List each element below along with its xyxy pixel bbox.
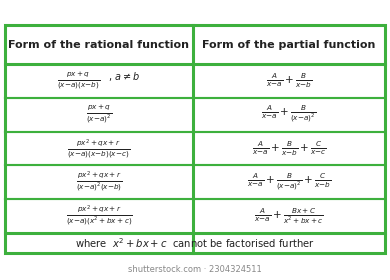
Text: $\frac{px + q}{(x\mathrm{-}a)^2}$: $\frac{px + q}{(x\mathrm{-}a)^2}$ [86,104,112,126]
Text: $ , \, a \neq b$: $ , \, a \neq b$ [108,70,141,83]
Text: Form of the rational function: Form of the rational function [9,39,190,50]
Text: $\frac{px + q}{(x\mathrm{-}a)(x\mathrm{-}b)}$: $\frac{px + q}{(x\mathrm{-}a)(x\mathrm{-… [57,71,100,91]
Text: where  $x^2 + bx + c$  cannot be factorised further: where $x^2 + bx + c$ cannot be factorise… [75,236,315,250]
Text: $\frac{A}{x\mathrm{-}a} + \frac{B}{(x\mathrm{-}a)^2} + \frac{C}{x\mathrm{-}b}$: $\frac{A}{x\mathrm{-}a} + \frac{B}{(x\ma… [247,172,331,193]
Text: shutterstock.com · 2304324511: shutterstock.com · 2304324511 [128,265,262,274]
Text: $\frac{A}{x\mathrm{-}a} + \frac{Bx + C}{x^2 + bx + c}$: $\frac{A}{x\mathrm{-}a} + \frac{Bx + C}{… [254,206,324,226]
Text: $\frac{A}{x\mathrm{-}a} + \frac{B}{(x\mathrm{-}a)^2}$: $\frac{A}{x\mathrm{-}a} + \frac{B}{(x\ma… [261,104,317,125]
Text: $\frac{px^2 + qx + r}{(x\mathrm{-}a)^2(x\mathrm{-}b)}$: $\frac{px^2 + qx + r}{(x\mathrm{-}a)^2(x… [76,170,122,194]
Text: $\frac{px^2 + qx + r}{(x\mathrm{-}a)(x^2 + bx + c)}$: $\frac{px^2 + qx + r}{(x\mathrm{-}a)(x^2… [66,204,133,228]
Text: $\frac{A}{x\mathrm{-}a} + \frac{B}{x\mathrm{-}b}$: $\frac{A}{x\mathrm{-}a} + \frac{B}{x\mat… [266,72,312,90]
Text: $\frac{A}{x\mathrm{-}a} + \frac{B}{x\mathrm{-}b} + \frac{C}{x\mathrm{-}c}$: $\frac{A}{x\mathrm{-}a} + \frac{B}{x\mat… [252,139,326,158]
Text: $\frac{px^2 + qx + r}{(x\mathrm{-}a)(x\mathrm{-}b)(x\mathrm{-}c)}$: $\frac{px^2 + qx + r}{(x\mathrm{-}a)(x\m… [67,137,131,160]
Text: Form of the partial function: Form of the partial function [202,39,376,50]
Bar [5,25,385,253]
